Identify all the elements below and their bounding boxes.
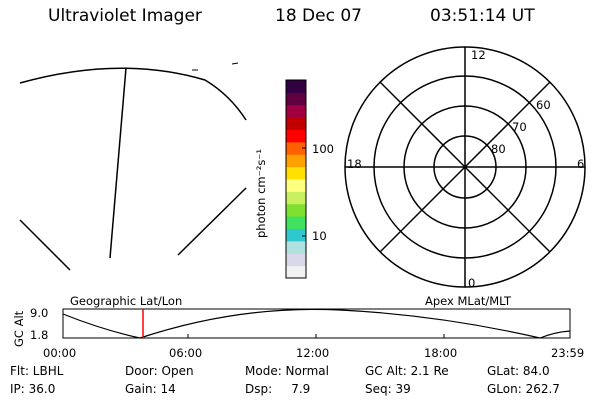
mlt-label-0: 0 xyxy=(468,276,476,290)
colorbar-segment xyxy=(286,129,306,143)
colorbar-segment xyxy=(286,179,306,192)
colorbar-segment xyxy=(286,240,306,254)
colorbar-segment xyxy=(286,216,306,229)
filter-info: Flt: LBHL xyxy=(10,364,64,378)
colorbar-segment xyxy=(286,228,306,242)
time-label: 03:51:14 UT xyxy=(430,6,535,26)
glat-info: GLat: 84.0 xyxy=(487,364,550,378)
colorbar-segment xyxy=(286,104,306,118)
seq-info: Seq: 39 xyxy=(365,382,411,396)
colorbar-segment xyxy=(286,191,306,205)
colorbar-segment xyxy=(286,141,306,155)
colorbar-tick-10: 10 xyxy=(312,229,327,243)
altitude-curve xyxy=(62,308,571,339)
gc-alt-info: GC Alt: 2.1 Re xyxy=(365,364,449,378)
door-info: Door: Open xyxy=(125,364,194,378)
time-label-18: 18:00 xyxy=(424,346,458,360)
map-boundary-arc xyxy=(19,67,247,121)
geographic-label: Geographic Lat/Lon xyxy=(70,294,183,308)
colorbar-segment xyxy=(286,92,306,106)
lat-label-60: 60 xyxy=(536,98,551,112)
lat-label-80: 80 xyxy=(491,142,506,156)
altitude-y-max: 9.0 xyxy=(30,306,49,320)
mlt-label-18: 18 xyxy=(347,157,362,171)
colorbar-tick-100: 100 xyxy=(312,142,334,156)
time-label-2359: 23:59 xyxy=(551,346,585,360)
colorbar-segment xyxy=(286,253,306,267)
map-meridian-line xyxy=(109,67,127,259)
colorbar-segment xyxy=(286,166,306,180)
colorbar-segment xyxy=(286,203,306,217)
altitude-y-min: 1.8 xyxy=(30,328,49,342)
map-fragment xyxy=(231,62,239,65)
colorbar-segment xyxy=(286,265,306,279)
altitude-axis-title: GC Alt xyxy=(12,310,26,347)
dsp-info: Dsp: 7.9 xyxy=(245,382,311,396)
map-grid-line xyxy=(177,187,247,256)
gain-info: Gain: 14 xyxy=(125,382,176,396)
apex-label: Apex MLat/MLT xyxy=(425,294,512,308)
time-label-06: 06:00 xyxy=(169,346,203,360)
glon-info: GLon: 262.7 xyxy=(487,382,560,396)
colorbar-segment xyxy=(286,80,306,93)
date-label: 18 Dec 07 xyxy=(275,6,362,26)
instrument-title: Ultraviolet Imager xyxy=(48,6,202,26)
map-grid-line xyxy=(19,219,71,271)
lat-label-70: 70 xyxy=(512,120,527,134)
mode-info: Mode: Normal xyxy=(245,364,329,378)
mlt-label-12: 12 xyxy=(471,48,486,62)
colorbar-segment xyxy=(286,154,306,168)
ip-info: IP: 36.0 xyxy=(10,382,56,396)
time-label-00: 00:00 xyxy=(43,346,77,360)
polar-diagonal xyxy=(379,81,551,253)
colorbar-segment xyxy=(286,117,306,130)
altitude-frame xyxy=(62,308,571,339)
colorbar-frame xyxy=(285,79,307,279)
time-label-12: 12:00 xyxy=(296,346,330,360)
mlt-label-6: 6 xyxy=(577,157,585,171)
